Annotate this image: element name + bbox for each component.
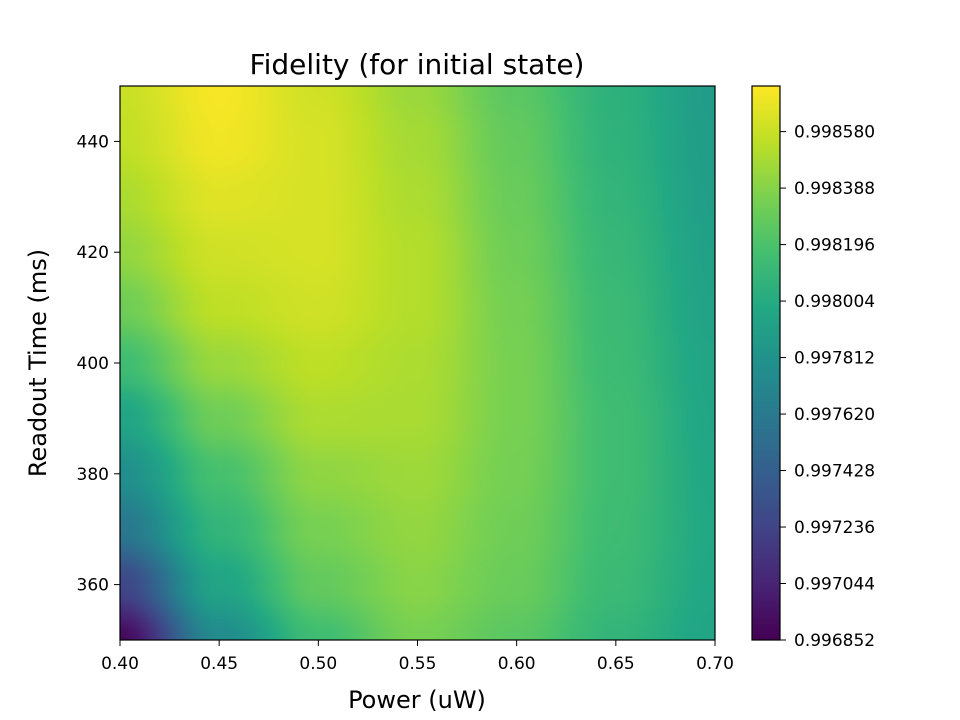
x-tick-label: 0.60 [498,654,536,674]
colorbar-tick-label: 0.997044 [794,575,875,595]
colorbar-frame [751,85,781,641]
x-tick-label: 0.55 [399,654,437,674]
colorbar-tick-label: 0.997620 [794,405,875,425]
x-tick-label: 0.50 [299,654,337,674]
colorbar-axis: 0.996852 0.997044 0.997236 0.997428 0.997620… [780,123,875,651]
chart-title: Fidelity (for initial state) [250,48,585,81]
colorbar-tick-label: 0.996852 [794,631,875,651]
colorbar-tick-label: 0.998196 [794,236,875,256]
y-tick-label: 400 [77,354,109,374]
y-tick-label: 380 [77,465,109,485]
y-tick-label: 360 [77,576,109,596]
y-axis-label: Readout Time (ms) [24,249,52,477]
heatmap-image [120,86,715,640]
x-tick-label: 0.45 [200,654,238,674]
colorbar-tick-label: 0.997428 [794,462,875,482]
x-axis: 0.40 0.45 0.50 0.55 0.60 0.65 0.70 [101,640,734,674]
x-tick-label: 0.40 [101,654,139,674]
y-axis: 360 380 400 420 440 [77,132,120,596]
x-tick-label: 0.70 [696,654,734,674]
x-tick-label: 0.65 [597,654,635,674]
colorbar-tick-label: 0.997812 [794,349,875,369]
y-tick-label: 440 [77,132,109,152]
x-axis-label: Power (uW) [348,686,486,714]
colorbar-tick-label: 0.998580 [794,123,875,143]
colorbar-tick-label: 0.998388 [794,179,875,199]
colorbar-tick-label: 0.998004 [794,292,875,312]
colorbar-tick-label: 0.997236 [794,518,875,538]
y-tick-label: 420 [77,243,109,263]
colorbar-gradient [752,86,780,640]
